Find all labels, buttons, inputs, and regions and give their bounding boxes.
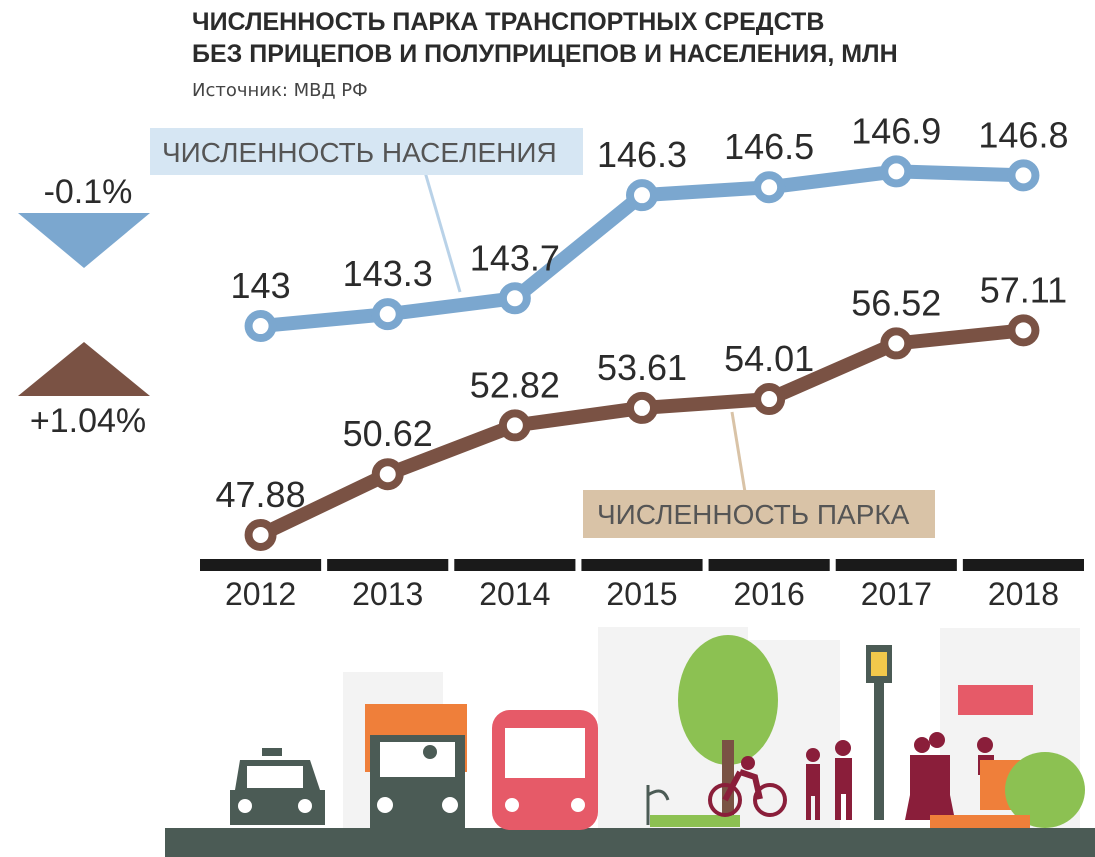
value-label: 146.5 — [724, 126, 814, 167]
x-tick-label: 2017 — [861, 576, 932, 612]
x-tick-label: 2016 — [734, 576, 805, 612]
value-label: 146.8 — [978, 114, 1068, 155]
point — [244, 310, 277, 343]
point — [1007, 159, 1040, 192]
legend-pointer — [730, 411, 747, 493]
year-bar — [327, 559, 449, 571]
x-tick-label: 2018 — [988, 576, 1059, 612]
value-label: 54.01 — [724, 338, 814, 379]
point — [371, 298, 404, 331]
population-change: -0.1% — [44, 173, 133, 211]
point — [498, 282, 531, 315]
point — [753, 383, 786, 416]
chart-title: БЕЗ ПРИЦЕПОВ И ПОЛУПРИЦЕПОВ И НАСЕЛЕНИЯ,… — [192, 40, 898, 68]
value-label: 53.61 — [597, 347, 687, 388]
legend-label: ЧИСЛЕННОСТЬ НАСЕЛЕНИЯ — [162, 137, 557, 168]
illustration — [165, 627, 1095, 857]
value-label: 143.7 — [470, 237, 560, 278]
point — [626, 179, 658, 212]
point — [498, 409, 531, 442]
value-label: 146.9 — [851, 110, 941, 151]
x-tick-label: 2014 — [479, 576, 550, 612]
year-bar — [962, 559, 1084, 571]
point — [753, 171, 786, 204]
plot: 2012 2013 2014 2015 2016 2017 2018 47.88 50.62 52… — [200, 110, 1084, 612]
legend-box — [150, 128, 583, 175]
park-change: +1.04% — [30, 402, 146, 440]
legend-pointer — [423, 171, 462, 293]
x-tick-label: 2013 — [352, 576, 423, 612]
down-arrow — [18, 213, 150, 268]
year-bar — [581, 559, 703, 571]
up-arrow — [18, 342, 150, 396]
value-label: 47.88 — [216, 474, 306, 515]
x-tick-label: 2015 — [606, 576, 677, 612]
year-bar — [200, 559, 322, 571]
chart-title: ЧИСЛЕННОСТЬ ПАРКА ТРАНСПОРТНЫХ СРЕДСТВ — [192, 8, 824, 36]
point — [880, 327, 913, 360]
value-label: 143.3 — [343, 253, 433, 294]
value-label: 56.52 — [851, 282, 941, 323]
year-bar — [708, 559, 830, 571]
year-bar — [835, 559, 957, 571]
value-label: 57.11 — [980, 269, 1067, 310]
value-label: 146.3 — [597, 134, 687, 175]
x-tick-label: 2012 — [225, 576, 296, 612]
legend-label: ЧИСЛЕННОСТЬ ПАРКА — [597, 499, 910, 530]
value-label: 50.62 — [343, 413, 433, 454]
year-bar — [454, 559, 576, 571]
value-label: 52.82 — [470, 364, 560, 405]
source: Источник: МВД РФ — [192, 80, 368, 101]
legend-box — [583, 490, 935, 538]
point — [371, 458, 404, 491]
value-label: 143 — [231, 265, 291, 306]
point — [880, 155, 913, 188]
point — [1007, 314, 1040, 347]
point — [626, 391, 658, 424]
point — [244, 518, 277, 551]
